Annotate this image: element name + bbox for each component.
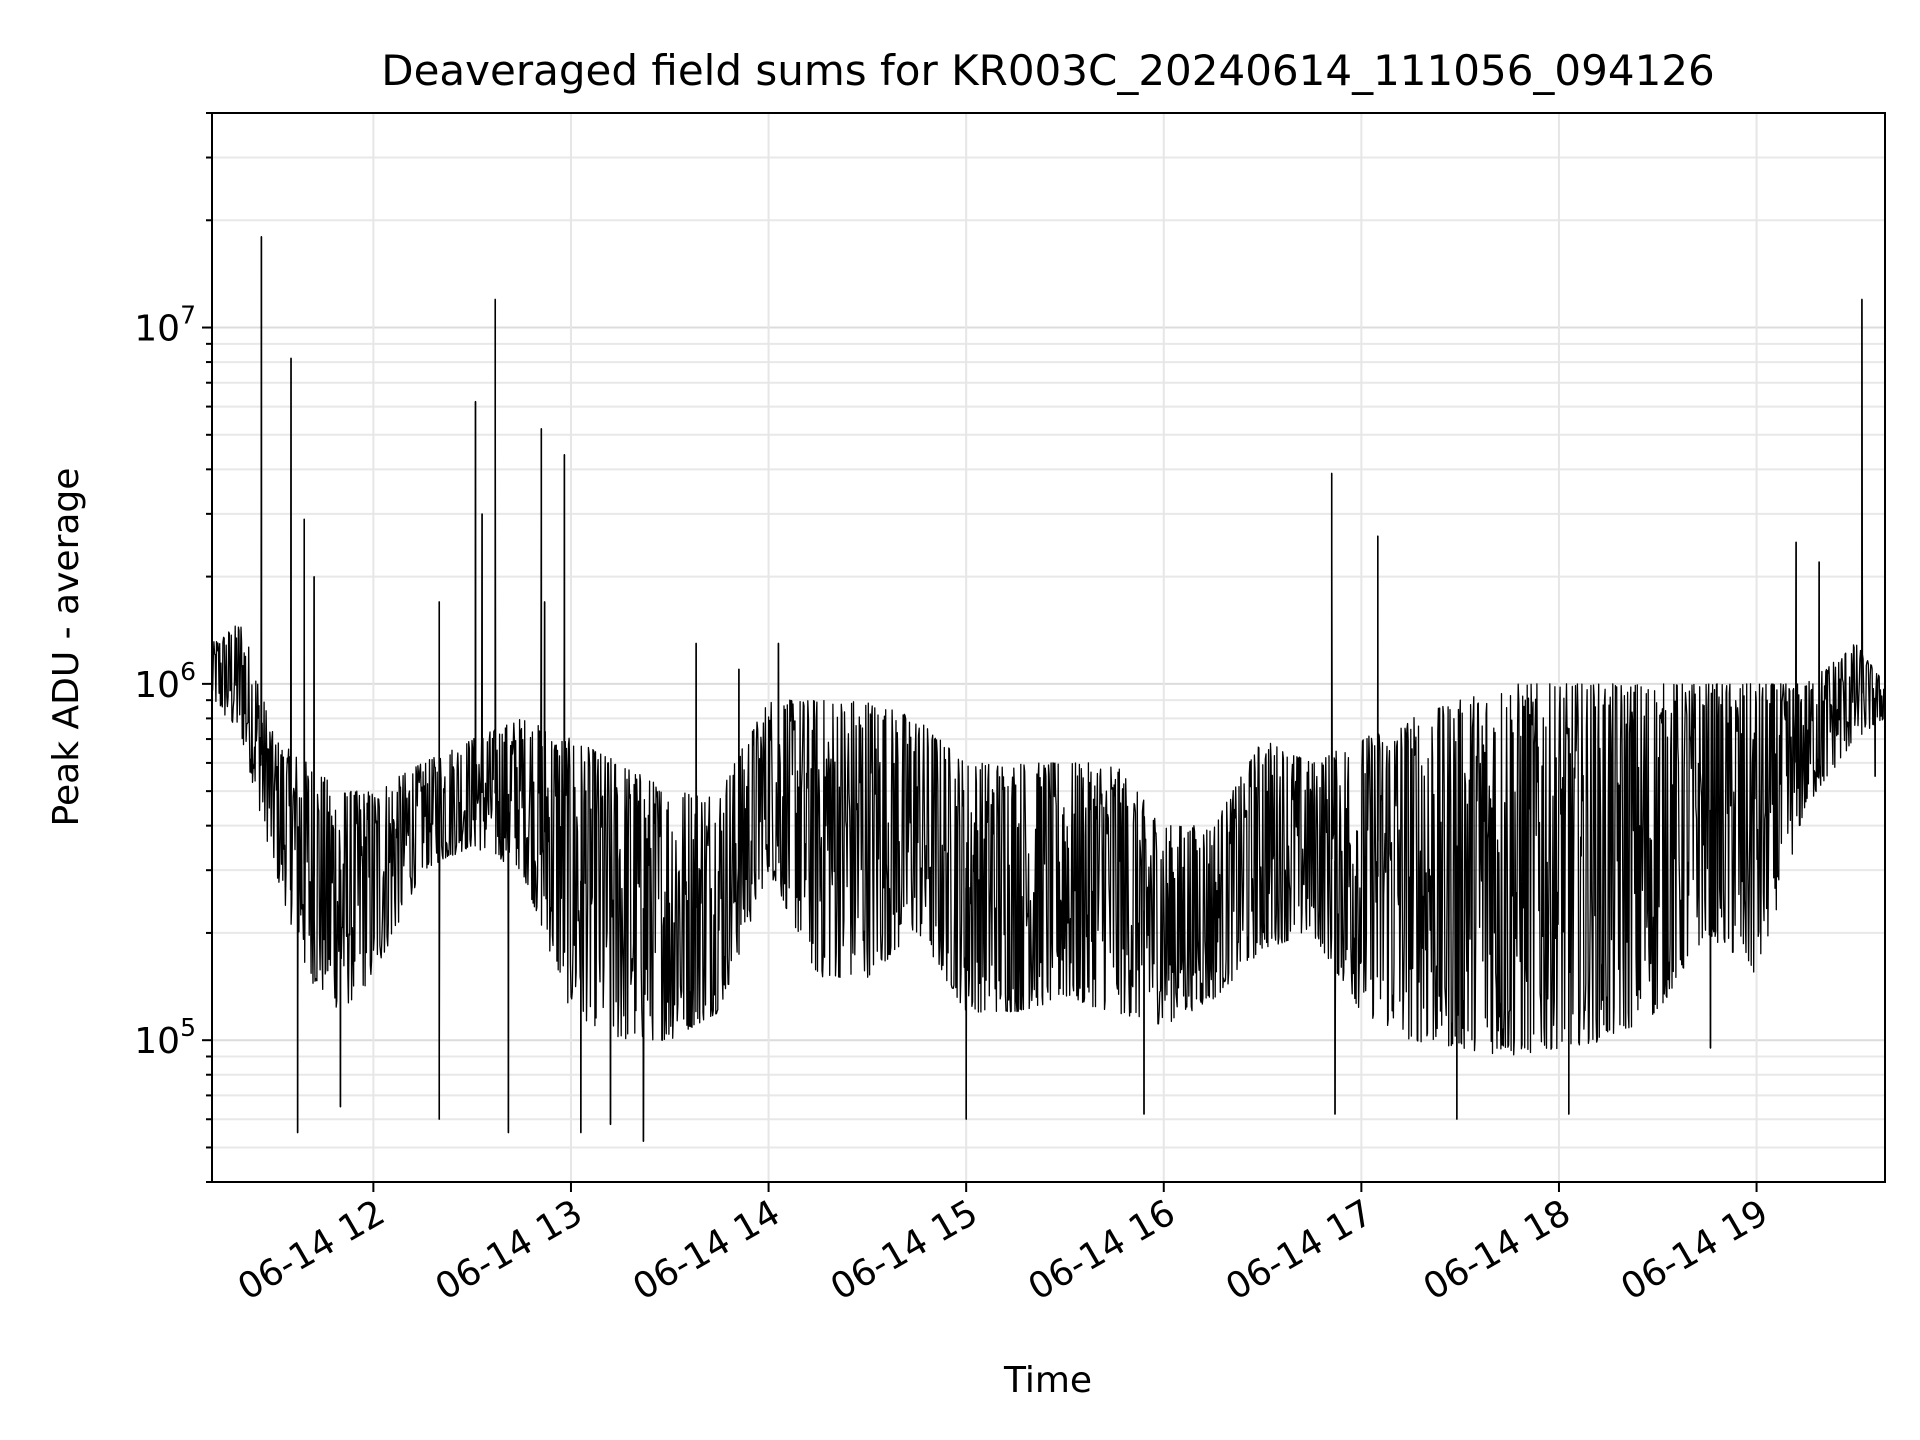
y-tick-label: 106 [134, 657, 196, 706]
y-axis-label: Peak ADU - average [46, 468, 87, 827]
y-axis: 105 106 107 [134, 112, 212, 1183]
chart-title: Deaveraged field sums for KR003C_2024061… [381, 46, 1715, 95]
y-tick-label: 107 [134, 301, 196, 350]
y-tick-label: 105 [134, 1013, 196, 1062]
x-axis-label: Time [1003, 1360, 1092, 1401]
series-path [211, 157, 1886, 1143]
plot-frame [211, 112, 1886, 1183]
